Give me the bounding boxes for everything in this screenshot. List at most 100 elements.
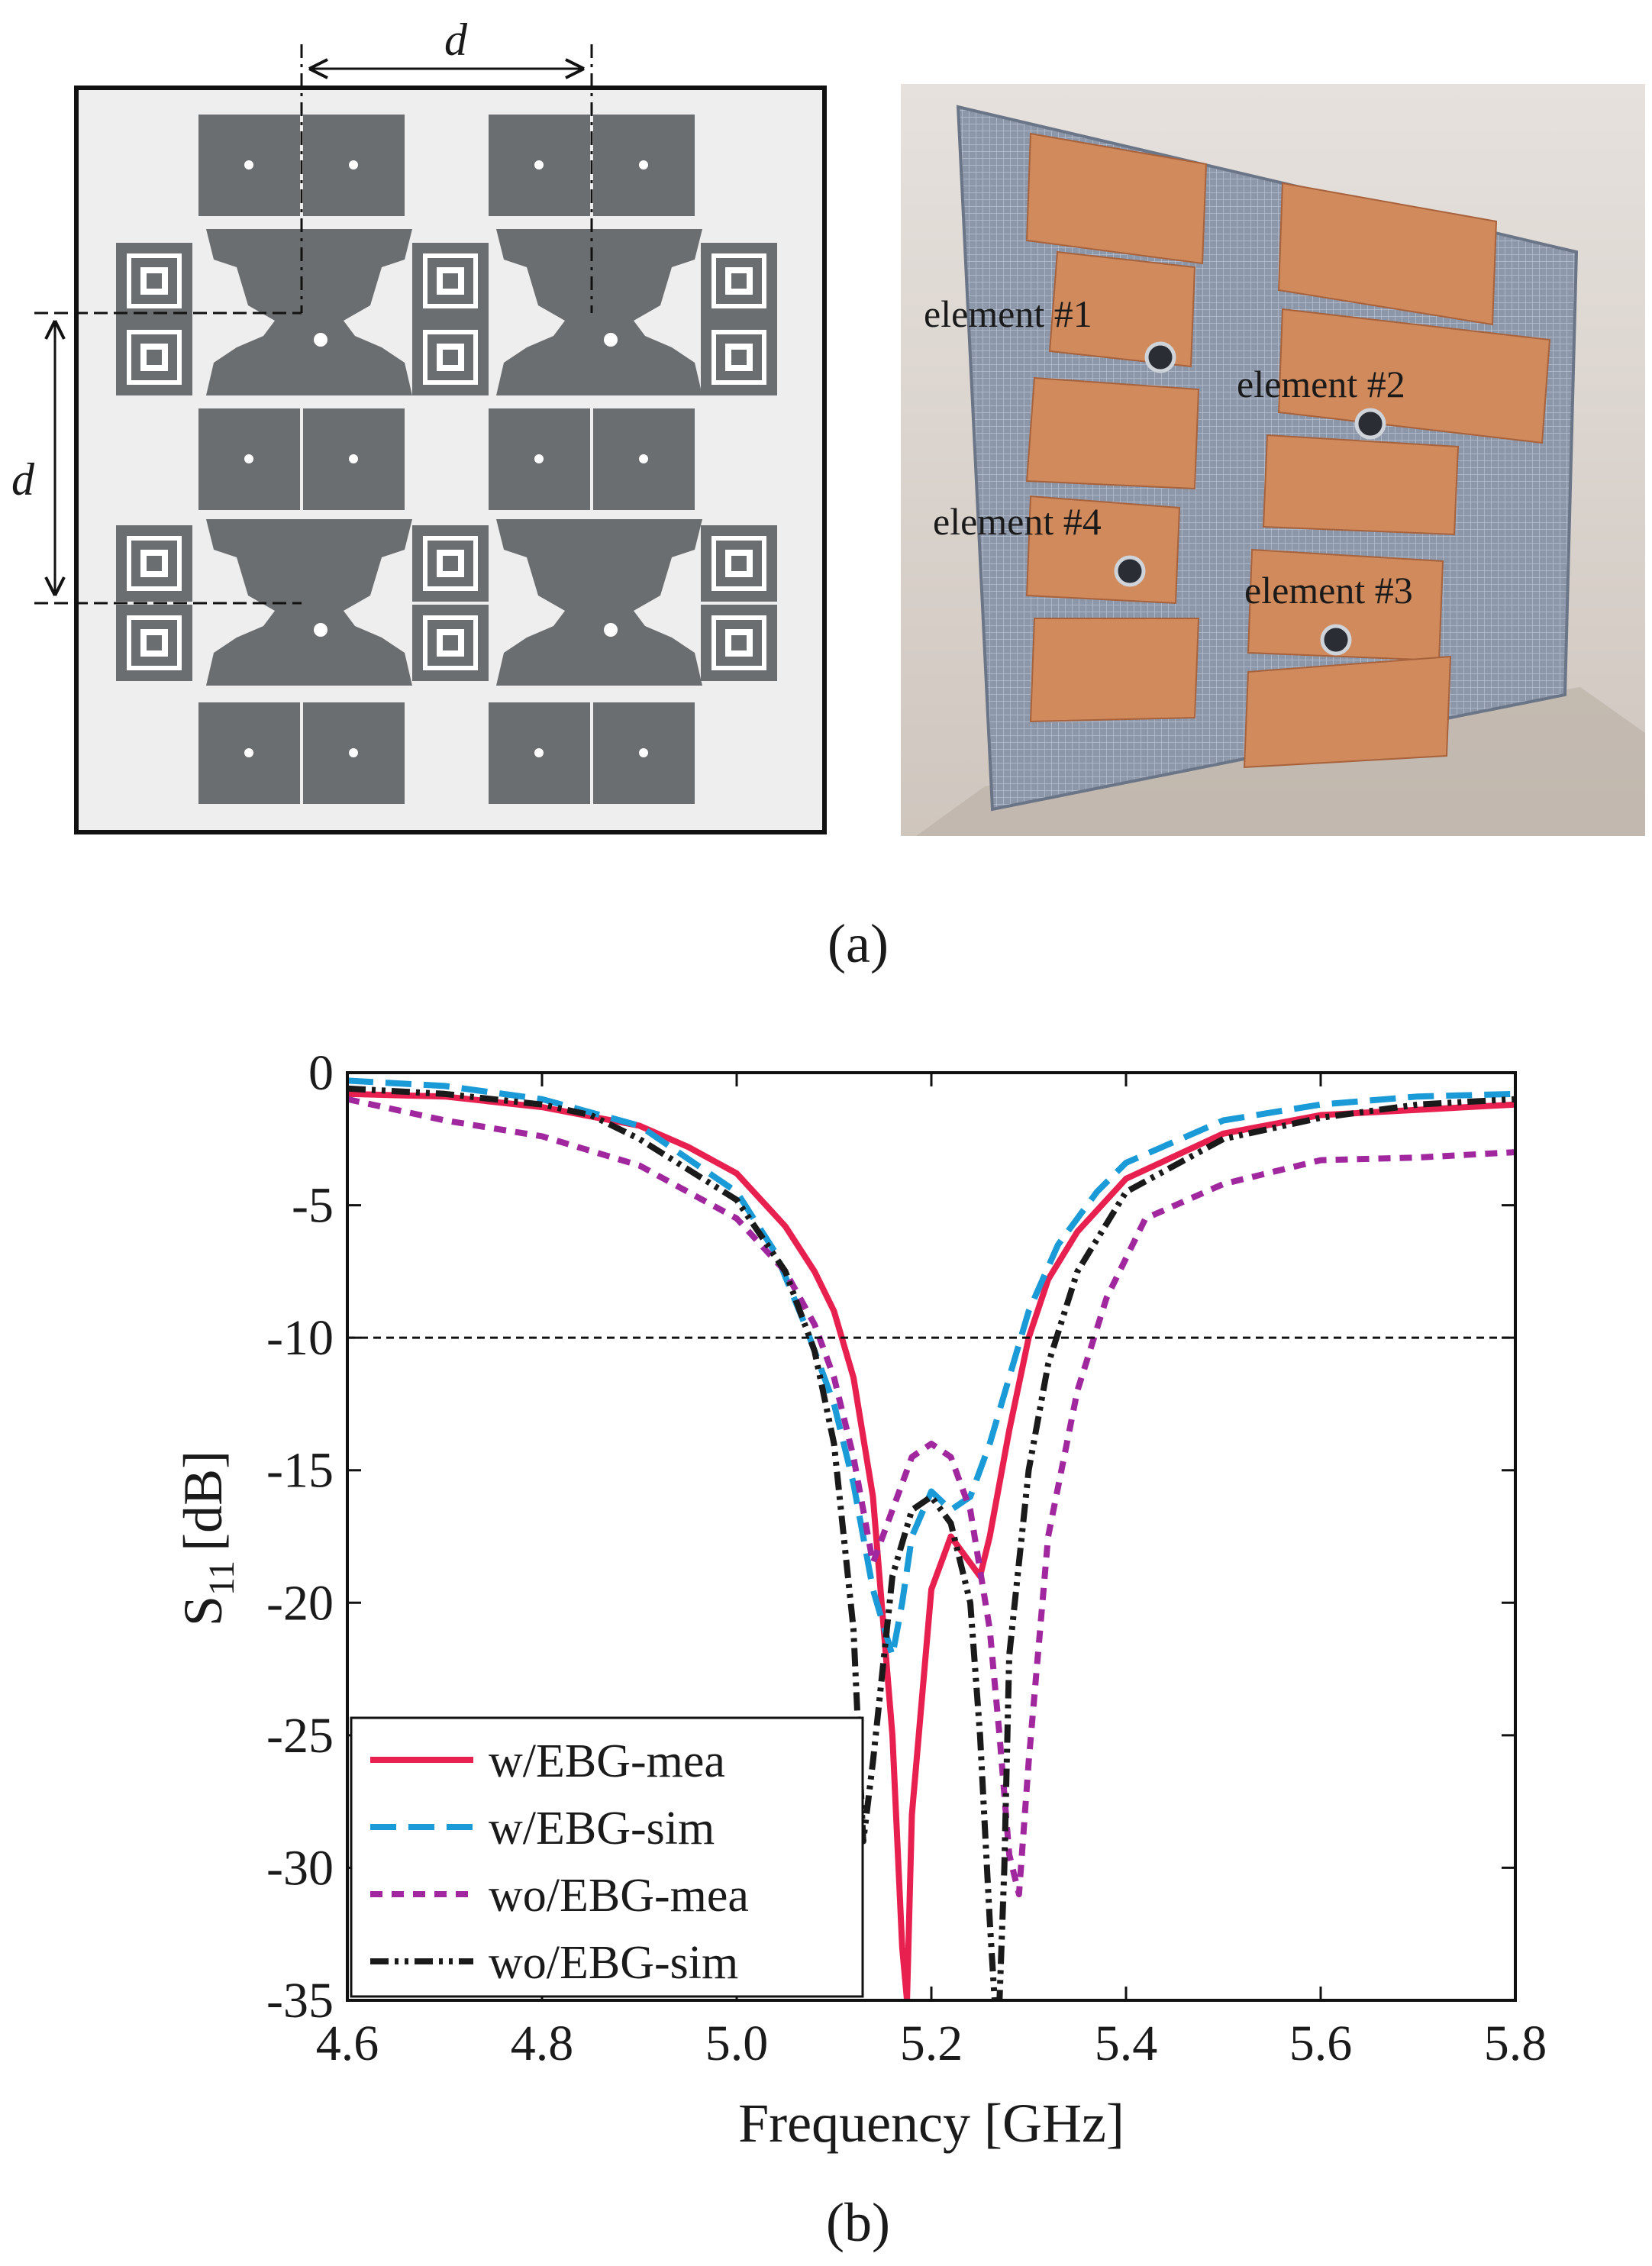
feed-point: [314, 333, 327, 347]
via-dot: [534, 160, 544, 169]
sma-connector-2: [1354, 408, 1386, 440]
patch-group: [116, 115, 777, 804]
ebg-core: [147, 556, 162, 571]
antenna-element-shape: [206, 229, 412, 395]
ebg-core: [147, 273, 162, 289]
series-layer: [347, 1077, 1515, 2000]
copper-patch-6: [1262, 434, 1460, 536]
tick-layer: 4.6 4.8 5.0 5.2 5.4 5.6 5.8 0 -5 -10 -15 -20 -25 -30 -…: [266, 1045, 1547, 2071]
layout-schematic: d d: [11, 15, 827, 834]
y-axis-label-main: S: [173, 1596, 234, 1626]
ebg-cell: [701, 243, 777, 319]
via-dot: [244, 748, 253, 757]
via-dot: [639, 748, 648, 757]
series-line-2: [347, 1077, 1515, 1659]
ebg-core: [443, 273, 458, 289]
via-dot: [244, 160, 253, 169]
rect-patch-pair-6: [489, 702, 695, 804]
rect-patch-pair-2: [489, 115, 695, 216]
photo-label-element-2: element #2: [1237, 363, 1405, 405]
y-axis-label-sub: 11: [202, 1561, 242, 1596]
antenna-element-shape: [496, 229, 702, 395]
legend-box: [350, 1716, 864, 1998]
antenna-element-2: [496, 229, 702, 395]
caption-a: (a): [828, 913, 889, 974]
rect-patch-pair-1: [198, 115, 405, 216]
rect-patch-pair-4: [489, 408, 695, 510]
ebg-cell: [701, 605, 777, 681]
y-tick-label: -5: [292, 1178, 334, 1234]
sma-connector-3: [1114, 555, 1146, 587]
ebg-core: [731, 556, 747, 571]
feed-point: [314, 623, 327, 637]
via-dot: [639, 454, 648, 463]
x-tick-label: 4.8: [511, 2016, 574, 2071]
ebg-cell: [412, 243, 489, 319]
photo-label-element-1: element #1: [924, 292, 1092, 335]
ebg-cell: [116, 525, 192, 602]
ebg-core: [443, 635, 458, 650]
ebg-core: [731, 635, 747, 650]
ebg-cell: [116, 243, 192, 319]
via-dot: [349, 748, 358, 757]
ebg-cell: [701, 319, 777, 395]
y-axis-label-unit: [dB]: [173, 1451, 234, 1551]
y-tick-label: -35: [266, 1973, 334, 2029]
ebg-cell: [412, 525, 489, 602]
legend-label-4: wo/EBG-sim: [489, 1937, 738, 1989]
copper-patch-3: [1048, 250, 1196, 368]
y-tick-label: -30: [266, 1840, 334, 1896]
x-tick-label: 4.6: [316, 2016, 379, 2071]
legend: w/EBG-mea w/EBG-sim wo/EBG-mea wo/EBG-sim: [350, 1716, 864, 1998]
x-axis-label: Frequency [GHz]: [738, 2093, 1124, 2154]
ebg-cell: [412, 319, 489, 395]
legend-items: w/EBG-mea w/EBG-sim wo/EBG-mea wo/EBG-sim: [370, 1735, 749, 1989]
x-tick-label: 5.2: [900, 2016, 963, 2071]
via-dot: [349, 160, 358, 169]
ebg-core: [731, 350, 747, 365]
ebg-core: [443, 556, 458, 571]
ebg-cell: [116, 605, 192, 681]
series-line-3: [347, 1096, 1515, 1898]
antenna-element-shape: [496, 519, 702, 686]
via-dot: [349, 454, 358, 463]
sma-connector-1: [1144, 341, 1176, 373]
dimension-label-vertical: d: [11, 454, 35, 505]
x-tick-label: 5.6: [1289, 2016, 1353, 2071]
caption-b: (b): [826, 2192, 890, 2253]
photo-label-element-4: element #4: [933, 500, 1102, 543]
substrate-outline: [74, 86, 827, 834]
series-line-1: [347, 1090, 1515, 2000]
dimension-horizontal: [300, 44, 593, 313]
y-tick-label: -20: [266, 1575, 334, 1631]
copper-patch-10: [1243, 655, 1452, 769]
y-tick-label: -10: [266, 1310, 334, 1366]
dimension-vertical: [34, 311, 302, 605]
ebg-cell: [701, 525, 777, 602]
y-tick-label: 0: [308, 1045, 334, 1101]
x-tick-label: 5.4: [1095, 2016, 1158, 2071]
copper-patch-1: [1025, 132, 1208, 265]
rect-patch-pair-3: [198, 408, 405, 510]
sma-connector-4: [1320, 624, 1352, 656]
x-tick-label: 5.8: [1484, 2016, 1547, 2071]
antenna-element-4: [206, 519, 412, 686]
via-dot: [639, 160, 648, 169]
antenna-element-3: [496, 519, 702, 686]
legend-label-3: wo/EBG-mea: [489, 1870, 749, 1922]
ebg-core: [147, 350, 162, 365]
legend-label-1: w/EBG-mea: [489, 1735, 725, 1787]
copper-patch-5: [1025, 376, 1200, 490]
feed-point: [604, 623, 618, 637]
ebg-cell: [116, 319, 192, 395]
y-axis-label: S11 [dB]: [173, 1451, 242, 1626]
antenna-element-shape: [206, 519, 412, 686]
photo-patch-group: [1025, 132, 1551, 769]
s11-chart: 4.6 4.8 5.0 5.2 5.4 5.6 5.8 0 -5 -10 -15 -20 -25 -30 -…: [173, 1045, 1547, 2154]
ebg-core: [443, 350, 458, 365]
via-dot: [534, 454, 544, 463]
dimension-label-horizontal: d: [444, 15, 468, 65]
antenna-element-1: [206, 229, 412, 395]
copper-patch-9: [1029, 618, 1200, 723]
